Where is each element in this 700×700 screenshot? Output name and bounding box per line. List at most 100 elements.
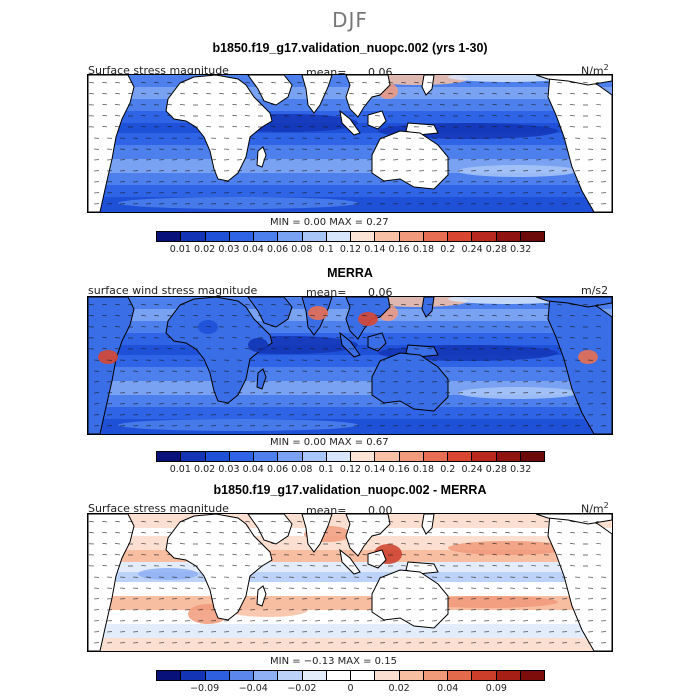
- colorbar-tick-label: 0: [347, 683, 354, 694]
- colorbar-tick-label: 0.02: [194, 464, 216, 475]
- panel-3-title: b1850.f19_g17.validation_nuopc.002 - MER…: [213, 483, 487, 497]
- colorbar-swatch: [254, 452, 279, 461]
- colorbar-tick-label: 0.1: [318, 244, 334, 255]
- colorbar-swatch: [472, 671, 497, 680]
- colorbar-tick-label: 0.02: [388, 683, 410, 694]
- panel-1-title: b1850.f19_g17.validation_nuopc.002 (yrs …: [212, 41, 488, 55]
- colorbar-tick-label: 0.12: [339, 464, 362, 475]
- colorbar-swatch: [326, 671, 351, 680]
- panel-2-title: MERRA: [327, 266, 373, 280]
- panel-1-units-sup: 2: [603, 63, 609, 72]
- colorbar-tick-label: 0.08: [291, 244, 313, 255]
- colorbar-swatch: [375, 232, 400, 241]
- colorbar-tick-label: 0.2: [440, 464, 456, 475]
- colorbar-tick-label: 0.16: [388, 464, 410, 475]
- colorbar-tick-label: 0.01: [169, 244, 191, 255]
- colorbar-tick-label: 0.06: [266, 464, 289, 475]
- colorbar-swatch: [205, 671, 230, 680]
- colorbar-swatch: [326, 452, 351, 461]
- panel-1-colorbar: [156, 231, 545, 242]
- colorbar-tick-label: 0.12: [339, 244, 362, 255]
- colorbar-tick-label: −0.04: [238, 683, 268, 694]
- colorbar-tick-label: 0.14: [364, 244, 386, 255]
- colorbar-swatch: [351, 671, 376, 680]
- panel-2-map: [87, 296, 613, 435]
- colorbar-swatch: [399, 232, 424, 241]
- colorbar-tick-label: −0.02: [287, 683, 317, 694]
- colorbar-swatch: [472, 452, 497, 461]
- colorbar-swatch: [520, 232, 544, 241]
- panel-1-colorbar-labels: 0.01 0.02 0.03 0.04 0.06 0.08 0.1 0.12 0.14 0.16 0…: [156, 244, 545, 256]
- panel-2-mean-label: mean=: [306, 286, 347, 299]
- colorbar-swatch: [278, 671, 303, 680]
- panel-1-map: [87, 74, 613, 213]
- colorbar-swatch: [423, 452, 448, 461]
- colorbar-tick-label: 0.28: [485, 244, 507, 255]
- colorbar-tick-label: −0.09: [190, 683, 220, 694]
- colorbar-swatch: [496, 232, 521, 241]
- panel-1-min-max: MIN = 0.00 MAX = 0.27: [270, 217, 389, 228]
- colorbar-swatch: [520, 671, 544, 680]
- colorbar-swatch: [302, 232, 327, 241]
- colorbar-swatch: [157, 232, 182, 241]
- colorbar-tick-label: 0.01: [169, 464, 191, 475]
- colorbar-swatch: [181, 671, 206, 680]
- colorbar-swatch: [423, 671, 448, 680]
- panel-2-units: m/s2: [581, 284, 609, 297]
- colorbar-tick-label: 0.03: [218, 464, 240, 475]
- colorbar-swatch: [181, 452, 206, 461]
- panel-2-variable-label: surface wind stress magnitude: [88, 284, 258, 297]
- colorbar-swatch: [351, 232, 376, 241]
- panel-3-variable-label: Surface stress magnitude: [88, 502, 229, 515]
- colorbar-swatch: [496, 452, 521, 461]
- colorbar-swatch: [157, 452, 182, 461]
- colorbar-tick-label: 0.18: [412, 244, 435, 255]
- colorbar-swatch: [229, 452, 254, 461]
- season-title: DJF: [332, 8, 368, 32]
- colorbar-swatch: [302, 452, 327, 461]
- colorbar-swatch: [496, 671, 521, 680]
- colorbar-swatch: [254, 671, 279, 680]
- panel-1-map-graphic: [88, 75, 612, 212]
- panel-2-min-max: MIN = 0.00 MAX = 0.67: [270, 437, 389, 448]
- panel-1-variable-label: Surface stress magnitude: [88, 64, 229, 77]
- colorbar-swatch: [399, 452, 424, 461]
- panel-3-units: N/m2: [581, 501, 609, 516]
- colorbar-swatch: [205, 452, 230, 461]
- colorbar-tick-label: 0.24: [461, 464, 483, 475]
- panel-2-colorbar-labels: 0.01 0.02 0.03 0.04 0.06 0.08 0.1 0.12 0.14 0.16 0…: [156, 464, 545, 476]
- colorbar-swatch: [448, 452, 473, 461]
- colorbar-tick-label: 0.08: [291, 464, 313, 475]
- colorbar-swatch: [254, 232, 279, 241]
- colorbar-swatch: [448, 232, 473, 241]
- colorbar-tick-label: 0.32: [510, 464, 532, 475]
- colorbar-swatch: [375, 671, 400, 680]
- colorbar-tick-label: 0.1: [318, 464, 334, 475]
- panel-3-colorbar: [156, 670, 545, 681]
- colorbar-swatch: [229, 671, 254, 680]
- colorbar-swatch: [302, 671, 327, 680]
- panel-2-map-graphic: [88, 297, 612, 434]
- colorbar-swatch: [399, 671, 424, 680]
- colorbar-tick-label: 0.09: [485, 683, 507, 694]
- colorbar-swatch: [278, 232, 303, 241]
- colorbar-tick-label: 0.14: [364, 464, 386, 475]
- colorbar-swatch: [520, 452, 544, 461]
- colorbar-tick-label: 0.02: [194, 244, 216, 255]
- panel-3-map-graphic: [88, 514, 612, 651]
- panel-2-colorbar: [156, 451, 545, 462]
- colorbar-tick-label: 0.32: [510, 244, 532, 255]
- colorbar-swatch: [157, 671, 182, 680]
- colorbar-tick-label: 0.06: [266, 244, 289, 255]
- colorbar-swatch: [278, 452, 303, 461]
- panel-3-map: [87, 513, 613, 652]
- colorbar-swatch: [448, 671, 473, 680]
- colorbar-swatch: [229, 232, 254, 241]
- colorbar-tick-label: 0.04: [437, 683, 459, 694]
- colorbar-tick-label: 0.28: [485, 464, 507, 475]
- colorbar-tick-label: 0.24: [461, 244, 483, 255]
- colorbar-tick-label: 0.04: [242, 464, 264, 475]
- colorbar-tick-label: 0.2: [440, 244, 456, 255]
- colorbar-tick-label: 0.03: [218, 244, 240, 255]
- panel-3-units-sup: 2: [603, 501, 609, 510]
